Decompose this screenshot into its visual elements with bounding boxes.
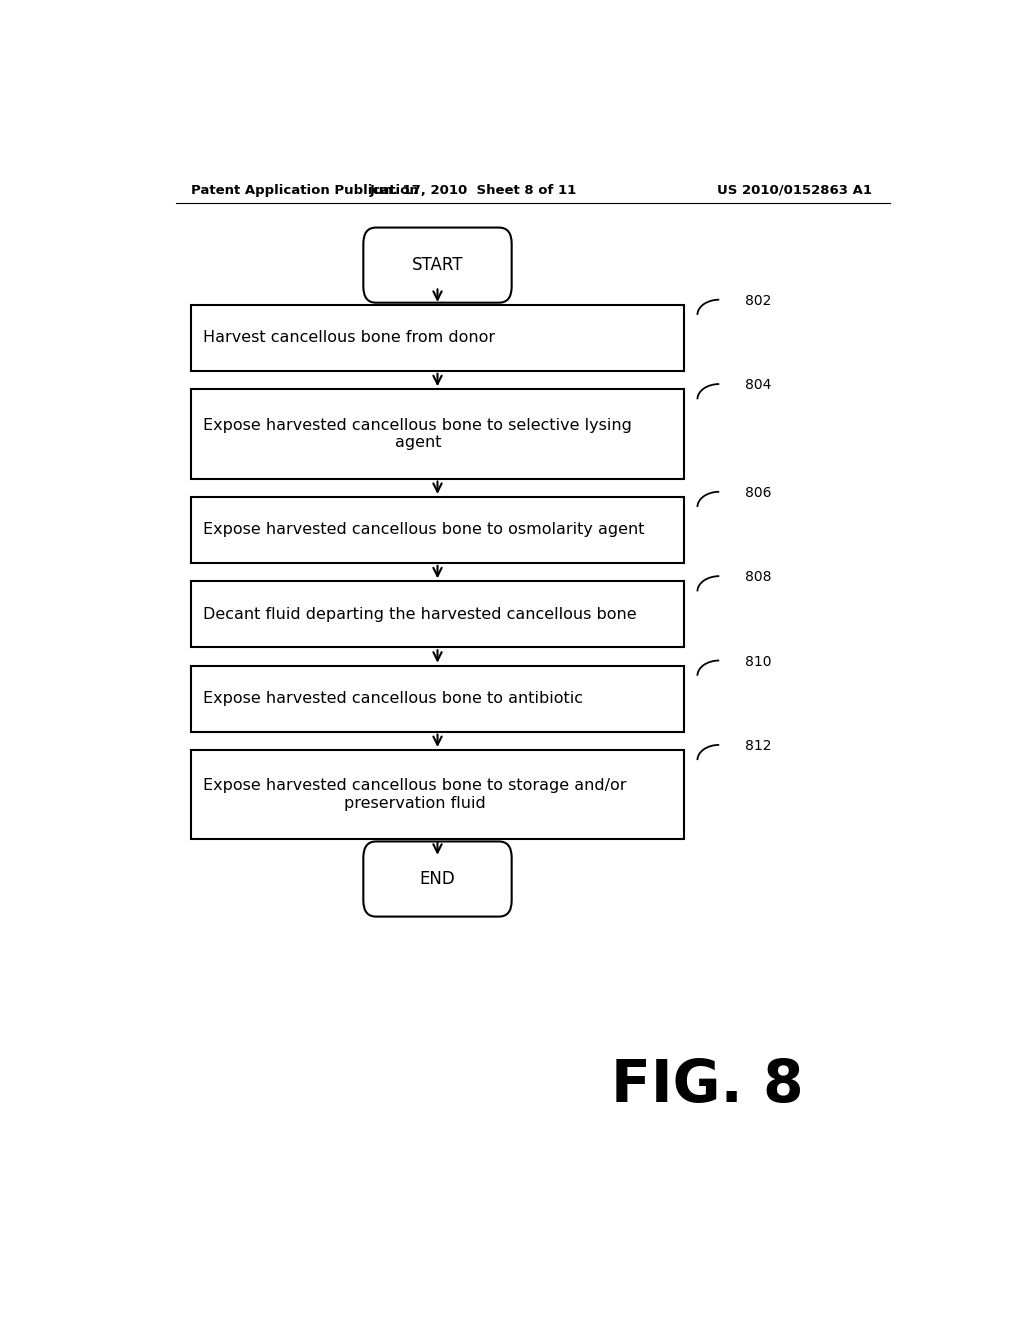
- Text: Patent Application Publication: Patent Application Publication: [191, 183, 419, 197]
- Text: START: START: [412, 256, 463, 275]
- Text: Expose harvested cancellous bone to selective lysing
agent: Expose harvested cancellous bone to sele…: [204, 417, 632, 450]
- Text: Expose harvested cancellous bone to storage and/or
preservation fluid: Expose harvested cancellous bone to stor…: [204, 779, 627, 810]
- Text: 802: 802: [745, 293, 771, 308]
- Text: Decant fluid departing the harvested cancellous bone: Decant fluid departing the harvested can…: [204, 607, 637, 622]
- Text: Expose harvested cancellous bone to antibiotic: Expose harvested cancellous bone to anti…: [204, 692, 584, 706]
- Text: 806: 806: [745, 486, 771, 500]
- Text: Expose harvested cancellous bone to osmolarity agent: Expose harvested cancellous bone to osmo…: [204, 523, 645, 537]
- Text: Harvest cancellous bone from donor: Harvest cancellous bone from donor: [204, 330, 496, 346]
- Bar: [191, 496, 684, 562]
- Bar: [191, 389, 684, 479]
- Bar: [191, 750, 684, 840]
- Text: FIG. 8: FIG. 8: [611, 1057, 804, 1114]
- Text: 804: 804: [745, 378, 771, 392]
- Text: 812: 812: [745, 739, 771, 752]
- FancyBboxPatch shape: [364, 841, 512, 916]
- Text: US 2010/0152863 A1: US 2010/0152863 A1: [717, 183, 872, 197]
- Bar: [191, 581, 684, 647]
- Text: END: END: [420, 870, 456, 888]
- Text: 810: 810: [745, 655, 771, 668]
- FancyBboxPatch shape: [364, 227, 512, 302]
- Text: Jun. 17, 2010  Sheet 8 of 11: Jun. 17, 2010 Sheet 8 of 11: [370, 183, 577, 197]
- Bar: [191, 305, 684, 371]
- Text: 808: 808: [745, 570, 771, 585]
- Bar: [191, 665, 684, 731]
